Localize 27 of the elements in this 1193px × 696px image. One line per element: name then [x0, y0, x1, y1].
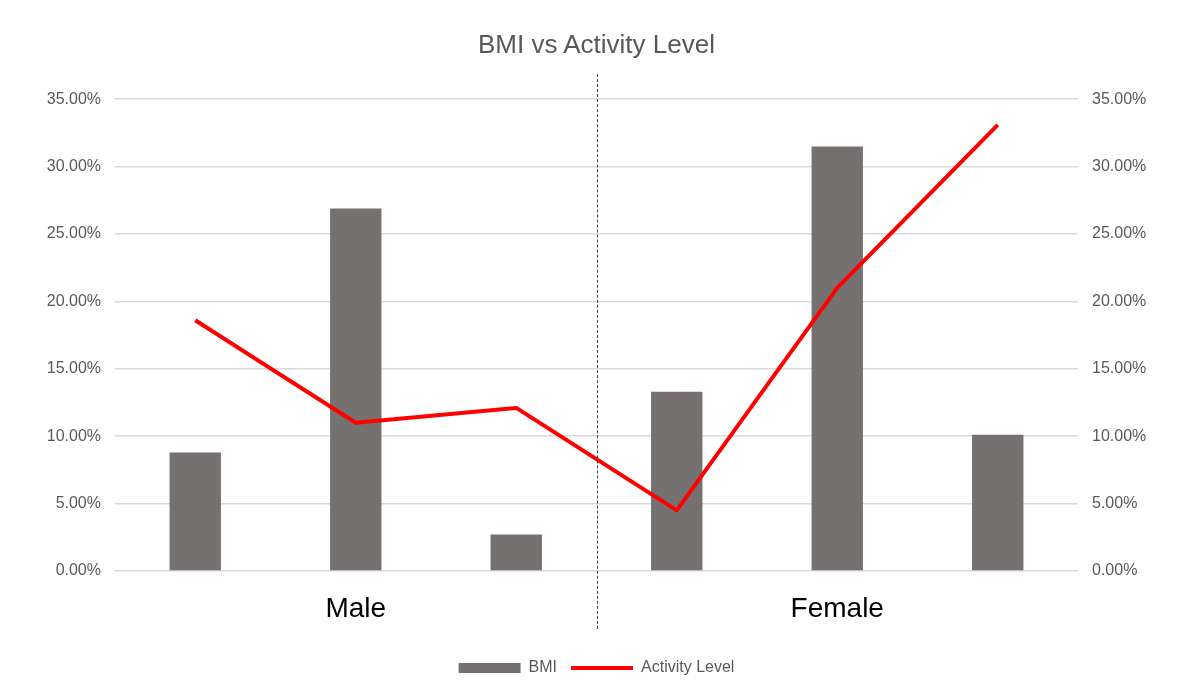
- y2-tick-label: 0.00%: [1092, 561, 1138, 579]
- text: Male: [325, 591, 387, 623]
- legend-label: BMI: [528, 658, 558, 676]
- y2-tick-label: 35.00%: [1092, 89, 1147, 107]
- bar: [972, 434, 1024, 571]
- y2-tick-label: 10.00%: [1092, 426, 1147, 444]
- y2-tick-label: 25.00%: [1092, 224, 1147, 242]
- y2-tick-label: 15.00%: [1092, 359, 1147, 377]
- y-tick-label: 35.00%: [46, 89, 101, 107]
- bar: [811, 146, 863, 571]
- text: Female: [790, 591, 884, 623]
- y2-tick-label: 5.00%: [1092, 494, 1138, 512]
- y-tick-label: 25.00%: [46, 224, 101, 242]
- y-tick-label: 30.00%: [46, 157, 101, 175]
- y-tick-label: 20.00%: [46, 291, 101, 309]
- y-tick-label: 15.00%: [46, 359, 101, 377]
- y-tick-label: 0.00%: [55, 561, 101, 579]
- bar: [651, 391, 703, 571]
- bar: [490, 534, 542, 571]
- chart-title: BMI vs Activity Level: [478, 28, 715, 59]
- bar: [330, 208, 382, 571]
- bar: [169, 452, 221, 571]
- y2-tick-label: 20.00%: [1092, 291, 1147, 309]
- legend-label: Activity Level: [641, 658, 735, 676]
- y-tick-label: 5.00%: [55, 494, 101, 512]
- y-tick-label: 10.00%: [46, 426, 101, 444]
- y2-tick-label: 30.00%: [1092, 157, 1147, 175]
